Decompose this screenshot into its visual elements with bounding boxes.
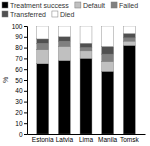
y-tick: 20 bbox=[15, 109, 27, 116]
y-tick-label: 90 bbox=[15, 33, 23, 40]
legend-label: Transferred bbox=[10, 11, 46, 18]
bar-segment bbox=[58, 61, 70, 134]
bar-segment bbox=[58, 26, 70, 37]
bar-segment bbox=[80, 58, 92, 134]
bar-segment bbox=[37, 64, 49, 134]
y-tick-mark bbox=[24, 26, 27, 27]
legend-label: Died bbox=[60, 11, 75, 18]
bar-segment bbox=[58, 47, 70, 61]
bar-segment bbox=[123, 26, 135, 34]
y-axis-title: % bbox=[2, 77, 9, 83]
y-tick-label: 10 bbox=[15, 120, 23, 127]
y-tick: 30 bbox=[15, 98, 27, 105]
legend-label: Failed bbox=[119, 2, 138, 9]
legend-swatch bbox=[2, 11, 8, 17]
legend-item: Transferred bbox=[2, 11, 46, 18]
bar-segment bbox=[123, 41, 135, 45]
bar-segment bbox=[58, 41, 70, 46]
bar-segment bbox=[123, 38, 135, 41]
y-tick-mark bbox=[24, 80, 27, 81]
x-tick-label: Latvia bbox=[56, 136, 74, 143]
x-tick-label: Lima bbox=[79, 136, 93, 143]
legend-swatch bbox=[52, 11, 58, 17]
y-tick-mark bbox=[24, 58, 27, 59]
y-tick-mark bbox=[24, 123, 27, 124]
legend-swatch bbox=[111, 2, 117, 8]
bar-segment bbox=[80, 48, 92, 51]
x-tick: Manila bbox=[98, 136, 118, 143]
y-tick-mark bbox=[24, 112, 27, 113]
bar-segment bbox=[80, 51, 92, 59]
x-axis: EstoniaLatvia Lima ManilaTomsk bbox=[28, 135, 146, 143]
plot-area: 0 10 20 30 40 50 60 70 80 90 100 EstoniaLatvia Lima M… bbox=[12, 23, 146, 143]
series bbox=[37, 41, 136, 71]
y-tick-mark bbox=[24, 102, 27, 103]
y-tick-label: 50 bbox=[15, 77, 23, 84]
y-tick: 90 bbox=[15, 33, 27, 40]
y-tick-label: 0 bbox=[19, 131, 23, 138]
y-tick-label: 100 bbox=[12, 23, 23, 30]
y-tick: 0 bbox=[19, 131, 27, 138]
y-tick-mark bbox=[24, 69, 27, 70]
x-tick-label: Estonia bbox=[32, 136, 54, 143]
bars bbox=[37, 26, 136, 134]
bar-segment bbox=[80, 26, 92, 43]
legend-label: Treatment success bbox=[10, 2, 69, 9]
y-tick: 70 bbox=[15, 55, 27, 62]
bar-segment bbox=[102, 26, 114, 47]
bar-segment bbox=[102, 54, 114, 62]
x-tick: Lima bbox=[79, 136, 93, 143]
x-tick: Latvia bbox=[56, 136, 74, 143]
y-tick: 40 bbox=[15, 87, 27, 94]
y-tick: 80 bbox=[15, 44, 27, 51]
y-tick: 100 bbox=[12, 23, 27, 30]
legend-swatch bbox=[2, 2, 8, 8]
bar-segment bbox=[37, 43, 49, 49]
y-tick: 60 bbox=[15, 66, 27, 73]
series bbox=[37, 45, 136, 134]
bar-segment bbox=[80, 43, 92, 47]
y-tick-label: 80 bbox=[15, 44, 23, 51]
y-tick-label: 60 bbox=[15, 66, 23, 73]
y-tick-mark bbox=[24, 134, 27, 135]
y-axis-line bbox=[24, 27, 28, 135]
legend-item: Treatment success bbox=[2, 2, 69, 9]
series bbox=[37, 26, 136, 47]
bar-segment bbox=[102, 47, 114, 55]
legend-item: Died bbox=[52, 11, 75, 18]
legend-swatch bbox=[75, 2, 81, 8]
x-tick: Tomsk bbox=[120, 136, 140, 143]
legend-item: Default bbox=[75, 2, 105, 9]
legend: Treatment success Default Failed Transferre… bbox=[2, 2, 138, 18]
bar-segment bbox=[37, 26, 49, 39]
y-tick-mark bbox=[24, 37, 27, 38]
legend-label: Default bbox=[83, 2, 105, 9]
y-tick-mark bbox=[24, 91, 27, 92]
y-tick-label: 70 bbox=[15, 55, 23, 62]
bar-segment bbox=[37, 50, 49, 64]
bar-segment bbox=[123, 34, 135, 38]
y-tick: 10 bbox=[15, 120, 27, 127]
y-tick-label: 30 bbox=[15, 98, 23, 105]
bar-segment bbox=[37, 39, 49, 43]
y-axis: 0 10 20 30 40 50 60 70 80 90 100 bbox=[12, 23, 28, 138]
bar-segment bbox=[102, 71, 114, 134]
y-tick-label: 40 bbox=[15, 87, 23, 94]
x-tick: Estonia bbox=[32, 136, 54, 143]
x-tick-label: Tomsk bbox=[120, 136, 140, 143]
bar-segment bbox=[102, 62, 114, 72]
legend-item: Failed bbox=[111, 2, 138, 9]
y-tick: 50 bbox=[15, 77, 27, 84]
bar-segment bbox=[123, 45, 135, 134]
y-tick-mark bbox=[24, 48, 27, 49]
y-tick-label: 20 bbox=[15, 109, 23, 116]
x-tick-label: Manila bbox=[98, 136, 118, 143]
bar-segment bbox=[58, 37, 70, 41]
chart: Treatment success Default Failed Transferre… bbox=[0, 0, 150, 146]
